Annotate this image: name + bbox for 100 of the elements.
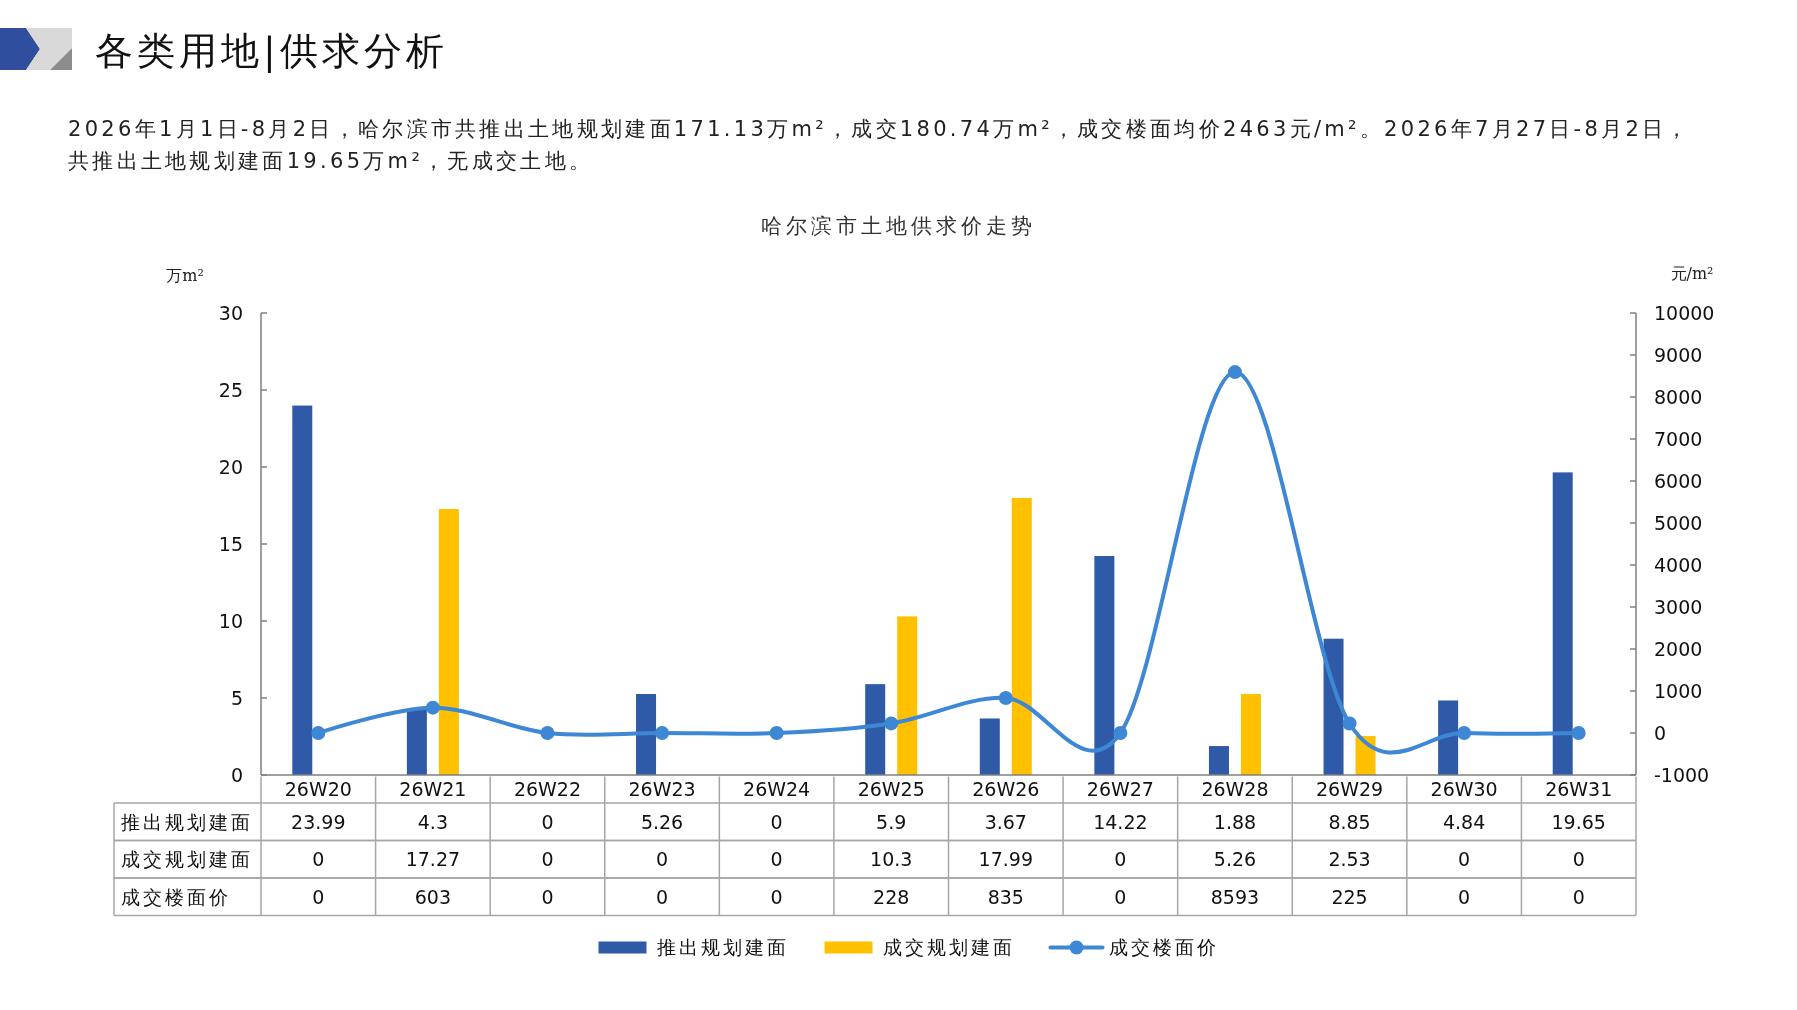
data-label: 0 [1114,885,1127,908]
data-label: 0 [312,848,325,871]
data-label: 0 [312,885,325,908]
y2-tick-label: 7000 [1654,427,1703,450]
x-tick-label: 26W24 [743,777,811,800]
data-label: 2.53 [1328,848,1371,871]
point [1342,716,1357,731]
y2-tick-label: 9000 [1654,343,1703,366]
point [884,716,899,731]
data-label: 5.26 [640,810,684,833]
y-axis-title: 万m² [166,266,204,285]
data-label: 0 [541,848,554,871]
point [1571,726,1586,740]
data-label: 0 [1458,848,1471,871]
x-tick-label: 26W22 [513,777,582,800]
x-tick-label: 26W25 [857,777,925,800]
data-label: 3.67 [984,810,1027,833]
y2-tick-label: 1000 [1654,679,1703,702]
text: 成交楼面价 [121,885,231,908]
point [311,726,326,740]
bar [979,718,1000,775]
bar [1011,497,1032,775]
x-tick-label: 26W20 [284,777,352,800]
data-label: 4.3 [417,810,448,833]
bar [292,405,313,775]
y2-tick-label: 2000 [1654,637,1703,660]
data-label: 4.84 [1442,810,1486,833]
x-tick-label: 26W29 [1315,777,1384,800]
data-label: 5.26 [1213,848,1257,871]
data-label: 0 [655,848,669,871]
data-label: 17.99 [978,848,1033,871]
y2-tick-label: -1000 [1654,763,1710,786]
data-label: 835 [987,885,1024,908]
bar [1552,472,1573,775]
y-tick-label: 30 [218,301,243,324]
data-label: 0 [1572,848,1585,871]
data-label: 23.99 [291,810,346,833]
y2-tick-label: 4000 [1654,553,1703,576]
data-label: 8.85 [1328,810,1371,833]
y2-axis-title: 元/m² [1670,264,1714,283]
data-label: 0 [655,885,669,908]
data-label: 0 [1572,885,1585,908]
data-label: 10.3 [870,848,913,871]
bar [1240,694,1261,775]
bar [1094,556,1115,775]
data-label: 8593 [1210,885,1260,908]
x-tick-label: 26W31 [1545,777,1613,800]
bar [1438,700,1459,775]
bar [865,684,886,775]
x-tick-label: 26W27 [1086,777,1154,800]
y2-tick-label: 10000 [1654,301,1715,324]
point [1113,726,1128,740]
y-tick-label: 20 [218,455,243,478]
bar [1323,638,1344,775]
data-label: 0 [770,810,783,833]
data-label: 0 [1458,885,1471,908]
legend-label: 成交规划建面 [882,936,1015,959]
y2-tick-label: 5000 [1654,511,1703,534]
bar [406,708,427,775]
legend-label: 推出规划建面 [656,936,789,959]
data-label: 228 [873,885,910,908]
x-tick-label: 26W30 [1430,777,1498,800]
x-tick-label: 26W26 [972,777,1040,800]
bar [636,694,657,775]
y-tick-label: 25 [218,378,243,401]
point [655,726,670,740]
text: 推出规划建面 [121,810,253,833]
y-tick-label: 0 [230,763,243,786]
data-label: 603 [414,885,452,908]
y2-tick-label: 3000 [1654,595,1703,618]
data-label: 17.27 [405,848,461,871]
chart-title: 哈尔滨市土地供求价走势 [760,214,1036,238]
point [769,726,784,740]
data-label: 0 [770,885,783,908]
y-tick-label: 10 [218,609,243,632]
x-tick-label: 26W23 [628,777,696,800]
point [425,700,440,715]
y-tick-label: 5 [230,686,243,709]
data-label: 19.65 [1551,810,1606,833]
data-label: 1.88 [1213,810,1257,833]
bar [438,509,459,775]
y2-tick-label: 6000 [1654,469,1703,492]
legend-label: 成交楼面价 [1108,936,1219,959]
point [1227,365,1242,380]
point [998,690,1013,705]
data-label: 0 [770,848,783,871]
chart-subtitle: 2026年1月1日-8月2日，哈尔滨市共推出土地规划建面171.13万m²，成交180.74万m²，成交楼面均价2463元/m²。2026年7月27日-8月2日，共推出土地规划建面19.65万m²，无成交土地。 [68,116,1692,175]
data-label: 5.9 [876,810,907,833]
x-tick-label: 26W28 [1201,777,1269,800]
text: 各类用地|供求分析 [95,29,448,73]
point [540,726,555,740]
point [1457,726,1472,740]
data-label: 0 [541,810,554,833]
text: 成交规划建面 [121,848,253,871]
y2-tick-label: 8000 [1654,385,1703,408]
data-label: 0 [541,885,554,908]
bar [897,616,918,775]
bar [1208,746,1229,775]
y2-tick-label: 0 [1654,721,1667,744]
data-label: 225 [1331,885,1368,908]
